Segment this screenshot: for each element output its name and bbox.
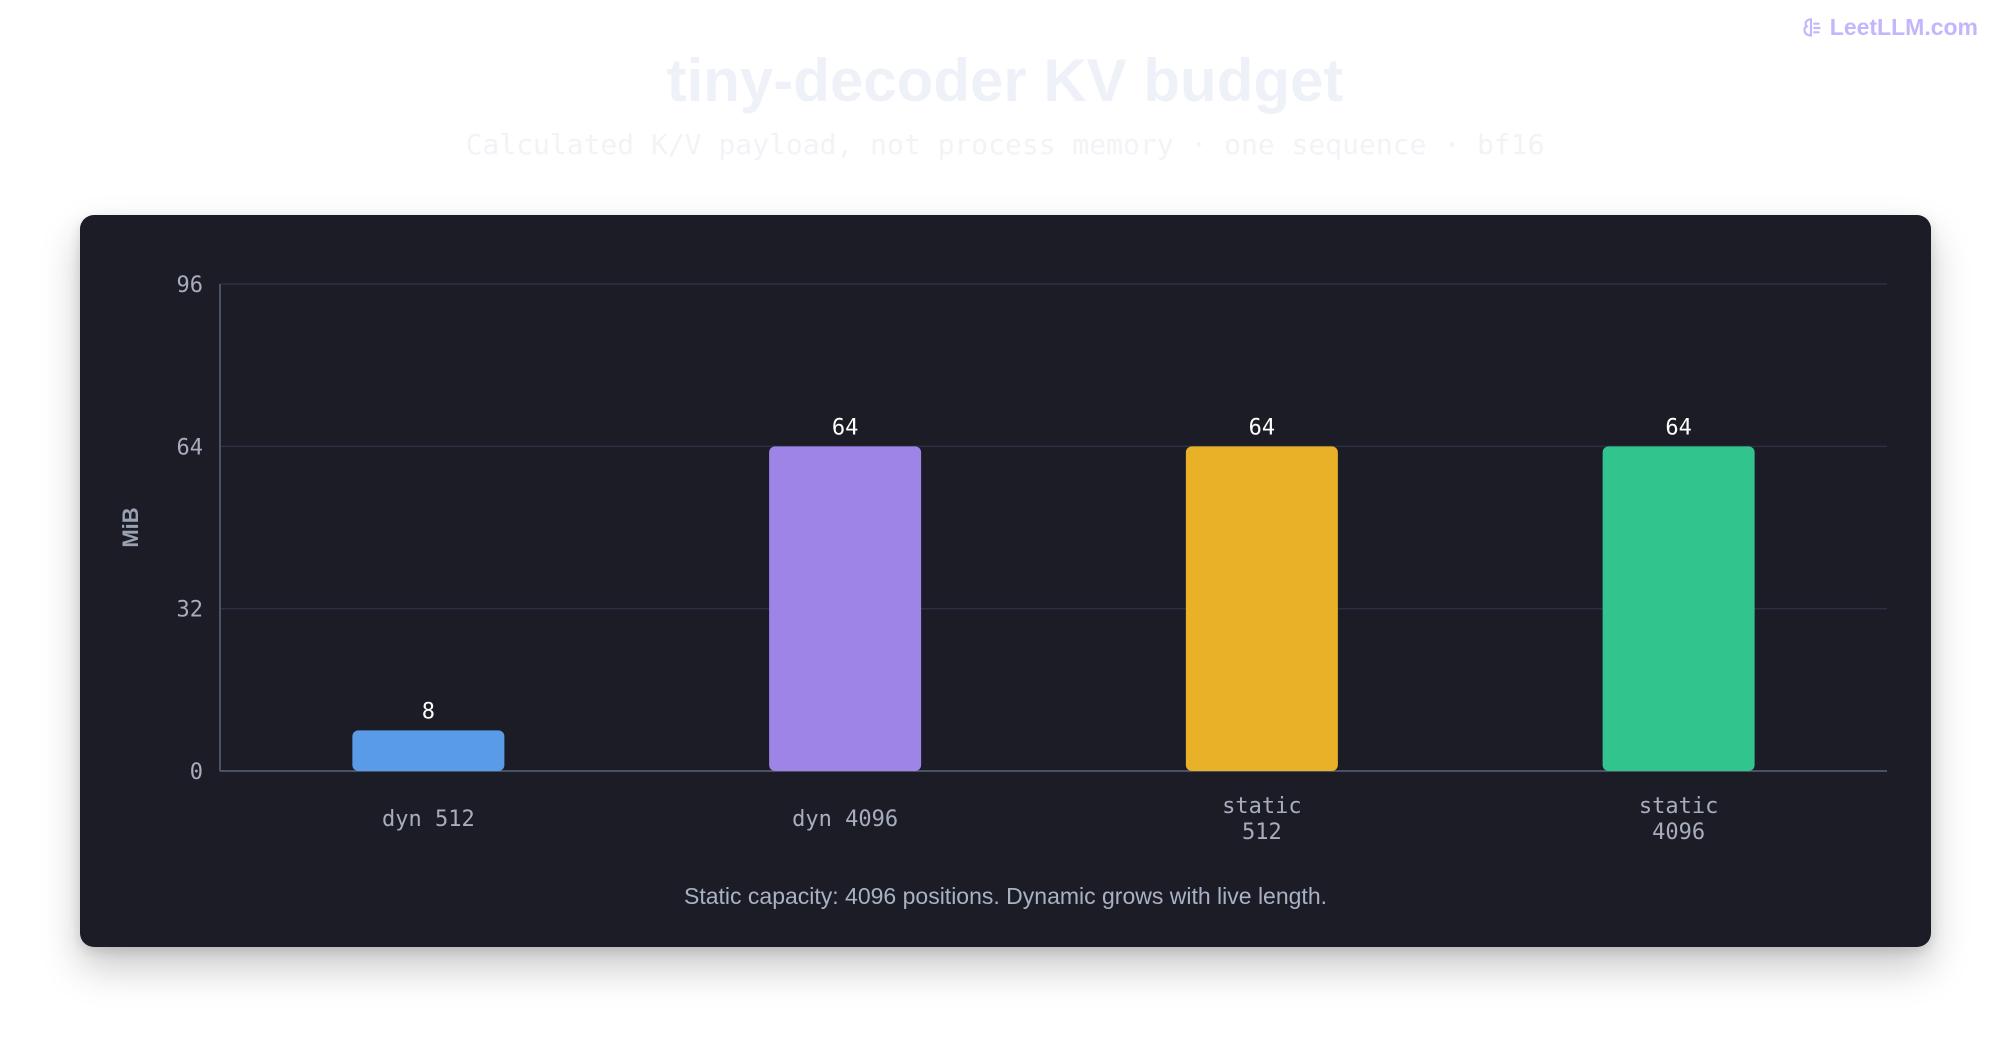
x-tick-label: dyn 4096 (792, 807, 898, 832)
x-tick-label: dyn 512 (382, 807, 475, 832)
data-label: 8 (422, 699, 435, 724)
chart-caption: Static capacity: 4096 positions. Dynamic… (683, 883, 1328, 909)
x-tick-label: static (1639, 794, 1718, 819)
chart-title: tiny-decoder KV budget (666, 47, 1344, 114)
y-axis-label: MiB (118, 507, 143, 547)
data-label: 64 (832, 415, 859, 440)
data-label: 64 (1665, 415, 1692, 440)
y-tick-label: 32 (177, 598, 204, 623)
bar (352, 730, 505, 771)
x-tick-label: 4096 (1652, 820, 1705, 845)
chart-subtitle: Calculated K/V payload, not process memo… (465, 128, 1545, 161)
bar (1602, 446, 1755, 771)
x-tick-label: 512 (1242, 820, 1282, 845)
x-tick-label: static (1222, 794, 1301, 819)
y-tick-label: 64 (177, 435, 204, 460)
chart-panel: 0 32 64 96 MiB 8 dyn 512 64 dyn 4096 64 static 512 6… (80, 215, 1931, 947)
brand-text[interactable]: LeetLLM.com (1829, 14, 1978, 40)
y-tick-label: 0 (190, 760, 203, 785)
y-tick-label: 96 (177, 273, 204, 298)
bar (769, 446, 922, 771)
bar (1185, 446, 1338, 771)
data-label: 64 (1249, 415, 1276, 440)
leetllm-logo-icon (1803, 17, 1821, 37)
brand-logo: LeetLLM.com (1798, 14, 1978, 41)
